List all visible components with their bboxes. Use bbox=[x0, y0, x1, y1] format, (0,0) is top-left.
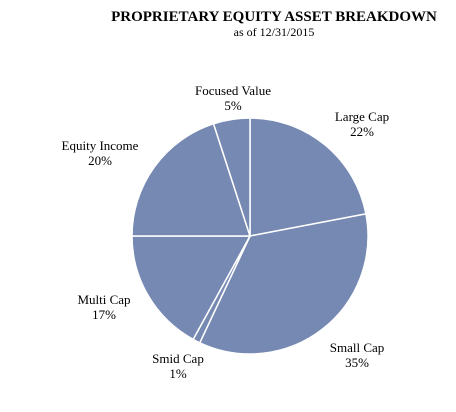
slice-label: Small Cap bbox=[330, 340, 385, 355]
pie-slices bbox=[131, 117, 369, 355]
chart-subtitle: as of 12/31/2015 bbox=[234, 25, 315, 39]
slice-value: 17% bbox=[92, 307, 116, 322]
slice-value: 5% bbox=[224, 98, 242, 113]
pie-slice-small-cap bbox=[198, 213, 369, 355]
slice-value: 1% bbox=[169, 366, 187, 381]
slice-label: Smid Cap bbox=[152, 351, 204, 366]
pie-slice-equity-income bbox=[131, 122, 252, 237]
slice-label: Large Cap bbox=[335, 109, 389, 124]
slice-label: Focused Value bbox=[195, 83, 271, 98]
slice-value: 22% bbox=[350, 124, 374, 139]
pie-slice-large-cap bbox=[249, 117, 367, 237]
chart-title: PROPRIETARY EQUITY ASSET BREAKDOWN bbox=[111, 9, 437, 25]
slice-value: 20% bbox=[88, 153, 112, 168]
slice-value: 35% bbox=[345, 355, 369, 370]
pie-slice-multi-cap bbox=[131, 235, 252, 341]
pie-slice-focused-value bbox=[212, 117, 251, 237]
slice-label: Multi Cap bbox=[77, 292, 130, 307]
slice-label: Equity Income bbox=[62, 138, 139, 153]
